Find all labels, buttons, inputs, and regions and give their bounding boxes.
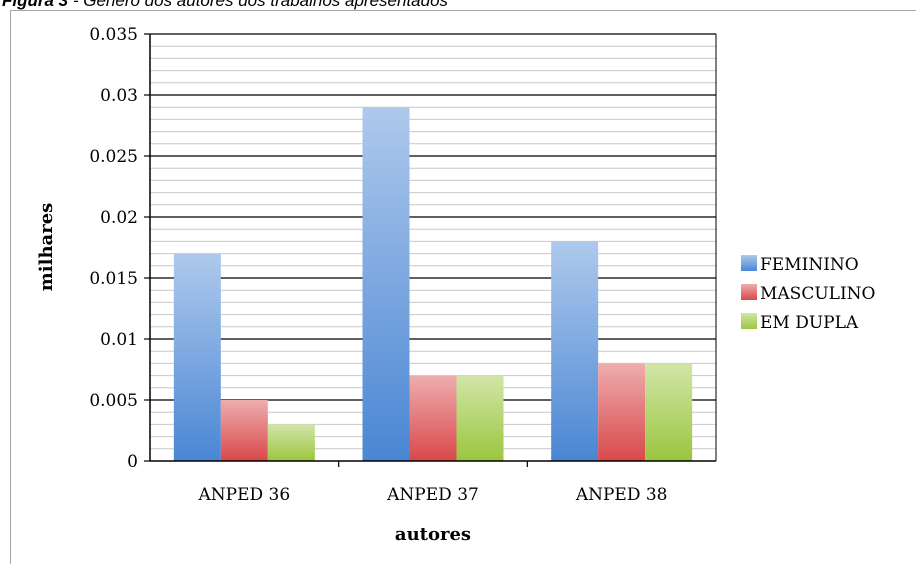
- x-tick-label: ANPED 38: [575, 485, 668, 505]
- y-tick-label: 0.025: [89, 147, 138, 167]
- figure-caption-text: - Gênero dos autores dos trabalhos apres…: [68, 0, 449, 10]
- bar-feminino-anped-36: [173, 253, 221, 461]
- legend-swatch-em-dupla: [741, 313, 757, 329]
- y-tick-label: 0.01: [100, 330, 138, 350]
- bar-em-dupla-anped-36: [267, 424, 315, 461]
- y-tick-label: 0.02: [100, 208, 138, 228]
- legend-label: FEMININO: [760, 255, 859, 275]
- legend-swatch-feminino: [741, 255, 757, 271]
- y-tick-label: 0.015: [89, 269, 138, 289]
- y-tick-label: 0.03: [100, 86, 138, 106]
- figure-caption: Figura 3 - Gênero dos autores dos trabal…: [2, 0, 448, 11]
- x-tick-label: ANPED 36: [197, 485, 290, 505]
- y-axis-ticks: 0 0.005 0.01 0.015 0.02 0.025 0.03 0.035: [89, 25, 150, 472]
- y-tick-label: 0.005: [89, 391, 138, 411]
- legend-label: EM DUPLA: [760, 313, 859, 333]
- chart-frame: [10, 10, 916, 564]
- bar-masculino-anped-38: [598, 363, 646, 461]
- bar-masculino-anped-36: [220, 400, 268, 461]
- bar-em-dupla-anped-38: [645, 363, 693, 461]
- legend-swatch-masculino: [741, 284, 757, 300]
- bar-masculino-anped-37: [409, 375, 457, 461]
- bar-em-dupla-anped-37: [456, 375, 504, 461]
- x-axis-title: autores: [395, 524, 471, 545]
- major-gridlines: [150, 33, 717, 461]
- y-tick-label: 0: [127, 452, 138, 472]
- bars: [173, 107, 693, 461]
- figure-caption-prefix: Figura 3: [2, 0, 69, 10]
- legend-label: MASCULINO: [760, 284, 875, 304]
- legend: FEMININO MASCULINO EM DUPLA: [741, 255, 875, 333]
- x-tick-label: ANPED 37: [386, 485, 479, 505]
- x-axis-ticks: ANPED 36 ANPED 37 ANPED 38: [197, 461, 668, 505]
- bar-feminino-anped-37: [362, 107, 410, 461]
- y-axis-title: milhares: [36, 203, 57, 292]
- bar-feminino-anped-38: [551, 241, 599, 461]
- y-tick-label: 0.035: [89, 25, 138, 45]
